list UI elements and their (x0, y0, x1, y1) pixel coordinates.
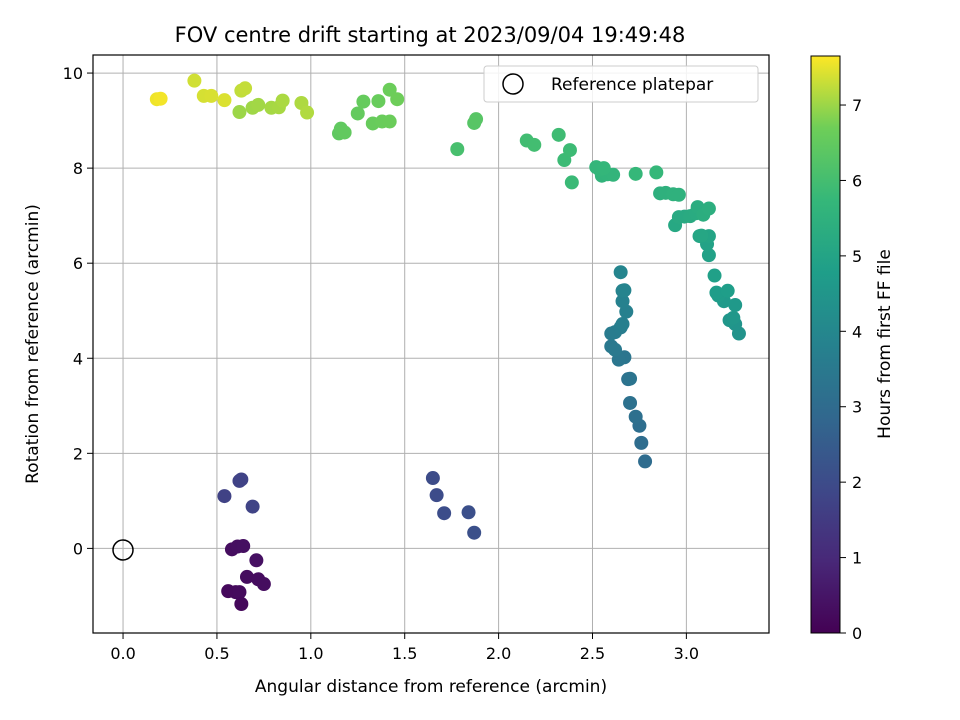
data-point (232, 585, 247, 600)
data-point (234, 597, 249, 612)
x-tick-label: 0.5 (204, 644, 229, 663)
data-point (628, 409, 643, 424)
colorbar-tick-label: 7 (852, 96, 862, 115)
legend-marker-icon (502, 73, 524, 95)
data-point (437, 506, 452, 521)
data-point (623, 371, 638, 386)
x-tick-label: 1.5 (392, 644, 417, 663)
data-point (615, 294, 630, 309)
data-point (236, 539, 251, 554)
data-point (527, 137, 542, 152)
data-point (390, 92, 405, 107)
y-tick-label: 4 (73, 349, 83, 368)
colorbar-label: Hours from first FF file (875, 249, 895, 439)
x-tick-label: 0.0 (110, 644, 135, 663)
x-tick-label: 2.0 (486, 644, 511, 663)
data-point (707, 268, 722, 283)
data-point (251, 97, 266, 112)
data-point (628, 166, 643, 181)
data-point (249, 553, 264, 568)
y-tick-label: 2 (73, 444, 83, 463)
data-point (638, 454, 653, 469)
colorbar-gradient (810, 55, 841, 634)
data-point (371, 94, 386, 109)
data-point (300, 105, 315, 120)
data-point (694, 228, 709, 243)
data-point (153, 91, 168, 106)
data-point (239, 569, 254, 584)
data-point (275, 93, 290, 108)
y-tick-label: 6 (73, 254, 83, 273)
data-point (425, 471, 440, 486)
data-point (234, 472, 249, 487)
colorbar-tick-label: 6 (852, 171, 862, 190)
plot-frame (92, 54, 770, 634)
data-point (608, 342, 623, 357)
data-point (232, 105, 247, 120)
data-point (450, 142, 465, 157)
colorbar-tick-label: 1 (852, 549, 862, 568)
data-point (382, 82, 397, 97)
data-point (382, 114, 397, 129)
data-point (615, 317, 630, 332)
data-point (245, 499, 260, 514)
data-point (467, 525, 482, 540)
data-point (728, 298, 743, 313)
colorbar-tick-label: 0 (852, 624, 862, 643)
data-point (256, 577, 271, 592)
data-point (187, 73, 202, 88)
data-point (671, 187, 686, 202)
data-point (204, 88, 219, 103)
data-point (634, 435, 649, 450)
data-point (649, 165, 664, 180)
data-point (613, 265, 628, 280)
colorbar-ticks: 0 1 2 3 4 5 6 7 (840, 96, 862, 643)
data-point (623, 395, 638, 410)
data-point (617, 283, 632, 298)
data-point (337, 125, 352, 140)
data-point (469, 112, 484, 127)
legend-box (483, 65, 759, 103)
x-axis-ticks: 0.0 0.5 1.0 1.5 2.0 2.5 3.0 (110, 633, 699, 663)
colorbar-tick-label: 2 (852, 473, 862, 492)
data-point (720, 283, 735, 298)
data-point (461, 505, 476, 520)
reference-point-marker (112, 539, 134, 561)
x-tick-label: 2.5 (580, 644, 605, 663)
data-point (596, 161, 611, 176)
legend-label: Reference platepar (551, 75, 713, 95)
data-point (551, 127, 566, 142)
data-points (149, 73, 746, 612)
grid-lines (93, 55, 769, 633)
chart-title: FOV centre drift starting at 2023/09/04 … (175, 23, 686, 47)
y-tick-label: 10 (63, 64, 83, 83)
legend: Reference platepar (483, 65, 759, 103)
y-tick-label: 0 (73, 539, 83, 558)
data-point (726, 310, 741, 325)
data-point (356, 94, 371, 109)
data-point (350, 106, 365, 121)
data-point (562, 143, 577, 158)
data-point (217, 93, 232, 108)
colorbar-tick-label: 3 (852, 398, 862, 417)
y-tick-label: 8 (73, 159, 83, 178)
colorbar-tick-label: 4 (852, 322, 862, 341)
x-tick-label: 1.0 (298, 644, 323, 663)
data-point (709, 285, 724, 300)
y-axis-ticks: 0 2 4 6 8 10 (63, 64, 93, 558)
y-axis-label: Rotation from reference (arcmin) (23, 204, 43, 484)
data-point (429, 488, 444, 503)
colorbar-tick-label: 5 (852, 247, 862, 266)
x-tick-label: 3.0 (674, 644, 699, 663)
data-point (564, 175, 579, 190)
data-point (217, 489, 232, 504)
x-axis-label: Angular distance from reference (arcmin) (255, 677, 607, 697)
data-point (701, 248, 716, 263)
data-point (701, 201, 716, 216)
data-point (238, 81, 253, 96)
colorbar: 0 1 2 3 4 5 6 7 Hours from first FF file (810, 55, 895, 643)
